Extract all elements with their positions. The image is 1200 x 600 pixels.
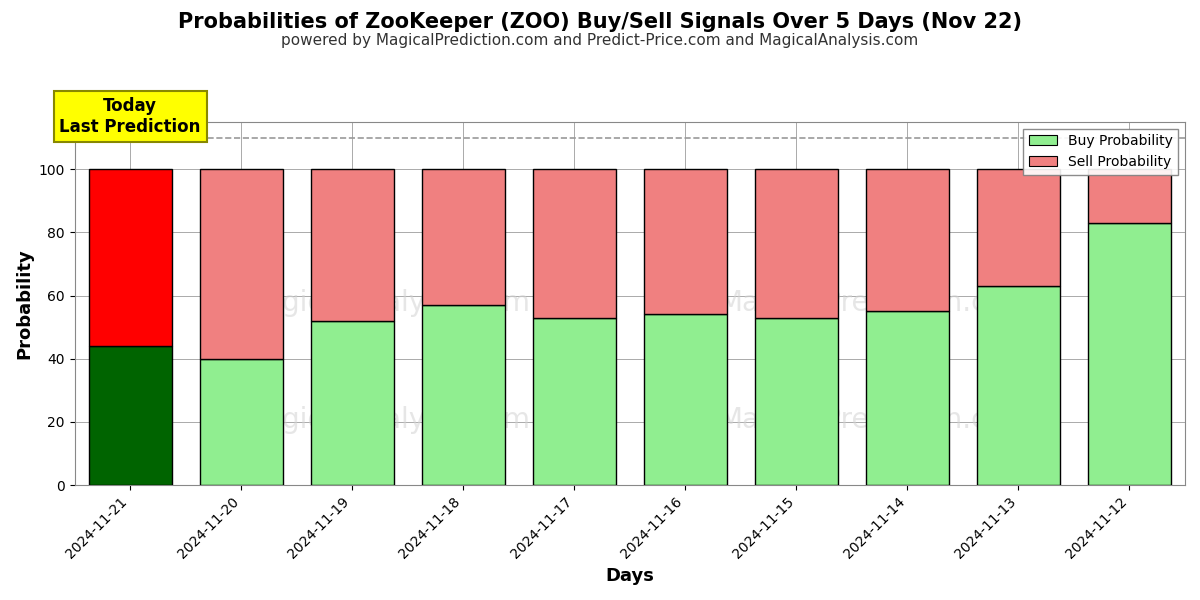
Legend: Buy Probability, Sell Probability: Buy Probability, Sell Probability	[1024, 128, 1178, 175]
Text: MagicalPrediction.com: MagicalPrediction.com	[718, 289, 1031, 317]
Bar	[421, 305, 505, 485]
Bar	[977, 169, 1060, 286]
Bar	[533, 317, 616, 485]
Bar	[199, 359, 283, 485]
Bar	[755, 169, 838, 317]
Text: powered by MagicalPrediction.com and Predict-Price.com and MagicalAnalysis.com: powered by MagicalPrediction.com and Pre…	[281, 33, 919, 48]
Text: Probabilities of ZooKeeper (ZOO) Buy/Sell Signals Over 5 Days (Nov 22): Probabilities of ZooKeeper (ZOO) Buy/Sel…	[178, 12, 1022, 32]
Text: MagicalAnalysis.com: MagicalAnalysis.com	[241, 406, 530, 434]
Bar	[311, 321, 394, 485]
X-axis label: Days: Days	[605, 567, 654, 585]
Text: MagicalPrediction.com: MagicalPrediction.com	[718, 406, 1031, 434]
Bar	[643, 169, 727, 314]
Bar	[421, 169, 505, 305]
Bar	[89, 169, 172, 346]
Bar	[311, 169, 394, 321]
Text: MagicalAnalysis.com: MagicalAnalysis.com	[241, 289, 530, 317]
Bar	[533, 169, 616, 317]
Bar	[865, 169, 949, 311]
Bar	[89, 346, 172, 485]
Bar	[977, 286, 1060, 485]
Bar	[643, 314, 727, 485]
Bar	[1088, 169, 1171, 223]
Bar	[755, 317, 838, 485]
Bar	[199, 169, 283, 359]
Bar	[865, 311, 949, 485]
Y-axis label: Probability: Probability	[16, 248, 34, 359]
Bar	[1088, 223, 1171, 485]
Text: Today
Last Prediction: Today Last Prediction	[60, 97, 200, 136]
